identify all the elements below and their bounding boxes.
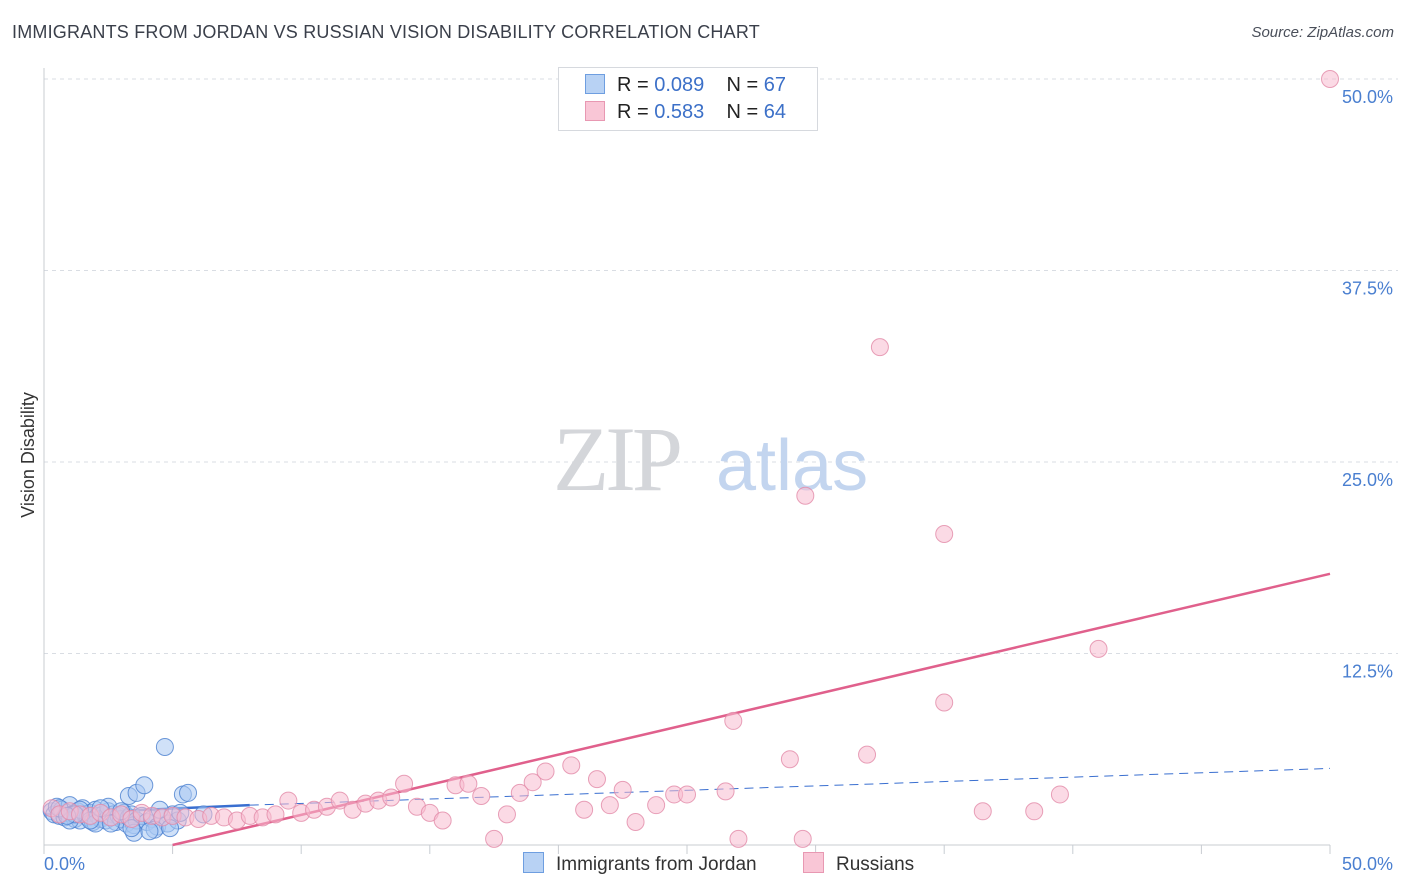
russian-point-46 [613,780,632,799]
x-tick-label-1: 50.0% [1342,854,1393,874]
russian-point-61 [973,802,992,821]
y-tick-label-2: 37.5% [1342,279,1393,299]
russian-point-36 [472,786,491,805]
russian-point-41 [536,762,555,781]
russian-legend-swatch [803,852,824,873]
stats-legend: R = 0.089 N = 67 R = 0.583 N = 64 [558,67,818,131]
jordan-legend-swatch [523,852,544,873]
russian-point-29 [382,788,401,807]
jordan-legend-label: Immigrants from Jordan [556,854,757,875]
jordan-trend-dashed [249,767,1331,806]
y-tick-label-0: 12.5% [1342,662,1393,682]
russian-point-65 [1321,70,1339,88]
russian-point-59 [935,693,954,712]
jordan-point-47 [179,783,198,802]
russian-point-21 [279,791,298,810]
russian-point-56 [796,486,815,505]
tick-labels: 12.5% 25.0% 37.5% 50.0% 0.0% 50.0% [44,87,1393,874]
russian-point-33 [433,811,452,830]
russian-point-43 [575,800,594,819]
russian-point-57 [858,745,877,764]
jordan-point-62 [140,822,159,841]
legend-item-russians: Russians [803,852,914,876]
russian-r-value: 0.583 [654,101,705,123]
russian-point-62 [1025,802,1044,821]
russian-point-20 [266,805,285,824]
jordan-point-44 [135,776,154,795]
n-label: N = [726,101,764,123]
watermark-zip: ZIP [553,408,680,510]
russian-point-48 [647,796,666,815]
x-tick-label-0: 0.0% [44,854,85,874]
russian-point-30 [395,774,414,793]
data-points [42,70,1339,848]
r-label: R = [617,74,655,96]
grid-lines [44,78,1398,654]
watermark-atlas: atlas [716,426,868,506]
russian-point-37 [485,829,504,848]
chart-title: IMMIGRANTS FROM JORDAN VS RUSSIAN VISION… [12,22,760,42]
axes [43,68,1331,854]
jordan-r-value: 0.089 [654,74,705,96]
russian-n-value: 64 [763,101,787,123]
jordan-n-value: 67 [763,74,787,96]
russian-point-52 [724,711,743,730]
n-label: N = [726,74,764,96]
jordan-point-48 [155,737,174,756]
russian-point-45 [600,796,619,815]
jordan-swatch [585,74,605,94]
russian-point-50 [678,785,696,804]
russian-point-35 [459,774,478,793]
russian-point-40 [523,773,542,792]
y-axis-label: Vision Disability [18,392,38,518]
russian-point-38 [497,805,516,824]
legend-row-jordan: R = 0.089 N = 67 [585,74,786,98]
russian-legend-label: Russians [836,854,915,875]
russian-point-51 [716,782,735,801]
russian-point-60 [935,525,954,544]
russian-point-58 [870,338,889,357]
legend-item-jordan: Immigrants from Jordan [523,852,757,876]
russian-point-39 [510,783,529,802]
y-tick-label-1: 25.0% [1342,470,1393,490]
trend-lines [43,572,1331,847]
russian-point-25 [330,791,349,810]
source-label: Source: ZipAtlas.com [1251,24,1394,41]
russian-point-63 [1050,785,1069,804]
russian-point-64 [1089,639,1108,658]
r-label: R = [617,101,655,123]
y-tick-label-3: 50.0% [1342,87,1393,107]
russian-swatch [585,101,605,121]
russian-point-53 [729,829,748,848]
russian-point-47 [626,813,645,832]
russian-point-55 [793,829,812,848]
legend-row-russians: R = 0.583 N = 64 [585,101,786,125]
russian-point-54 [780,750,799,769]
russian-point-44 [587,770,606,789]
russian-point-42 [562,756,581,775]
